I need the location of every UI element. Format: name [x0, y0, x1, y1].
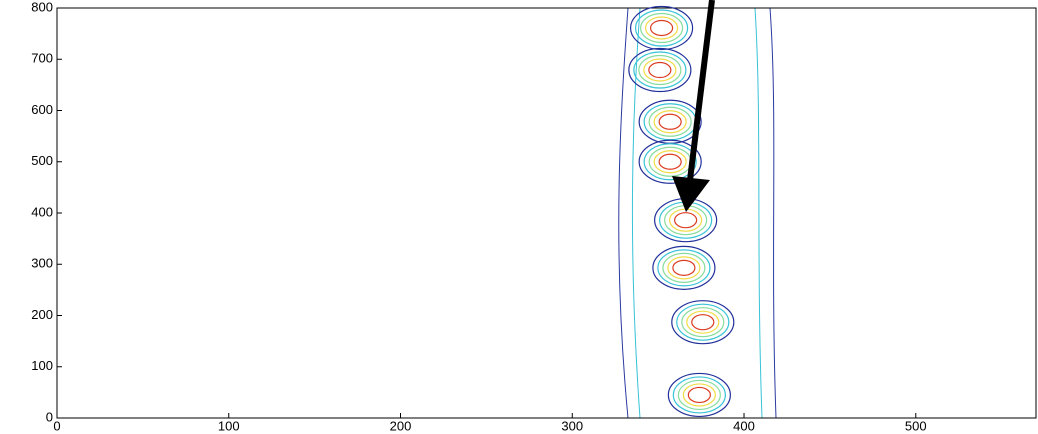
contour-level — [643, 58, 677, 82]
arrow-head — [672, 176, 710, 212]
contour-level — [629, 5, 694, 51]
ridge-outline — [754, 7, 763, 419]
contour-level — [658, 153, 682, 170]
contour-level — [653, 150, 687, 174]
contour-level — [649, 19, 674, 37]
arrow — [672, 0, 715, 212]
contour-level — [657, 249, 711, 287]
contour-level — [652, 245, 716, 290]
contour-level — [648, 146, 692, 177]
contour-level — [682, 383, 716, 407]
y-tick-label: 600 — [31, 102, 53, 117]
x-tick-label: 100 — [218, 418, 240, 433]
plot-frame — [56, 7, 1037, 419]
x-tick-label: 500 — [905, 418, 927, 433]
x-tick-label: 0 — [53, 418, 60, 433]
contour-level — [676, 303, 730, 341]
ridge-band — [618, 7, 777, 419]
contour-level — [628, 47, 692, 93]
y-tick-label: 500 — [31, 153, 53, 168]
contour-level — [638, 139, 702, 184]
contour-level — [691, 314, 715, 331]
arrow-shaft — [687, 0, 715, 181]
contour-level — [643, 143, 697, 181]
contour-level — [638, 54, 682, 86]
x-tick-label: 300 — [561, 418, 583, 433]
contour-level — [634, 9, 689, 47]
contour-level — [674, 212, 698, 229]
contour-level — [686, 310, 720, 334]
contour-level — [667, 372, 731, 418]
y-tick-label: 400 — [31, 204, 53, 219]
x-tick-label: 200 — [390, 418, 412, 433]
y-tick-label: 100 — [31, 358, 53, 373]
contour-level — [643, 103, 697, 141]
contour-level — [671, 300, 735, 345]
y-tick-label: 0 — [46, 409, 53, 424]
contour-level — [687, 386, 711, 404]
contour-level — [653, 110, 687, 134]
contour-level — [633, 51, 687, 89]
ridge-outline — [631, 7, 641, 419]
contour-level — [672, 259, 696, 276]
contour-level — [648, 61, 672, 79]
contour-level — [662, 252, 706, 283]
contour-level — [644, 16, 679, 40]
contour-level — [658, 113, 682, 130]
x-tick-label: 400 — [733, 418, 755, 433]
contour-level — [672, 376, 726, 414]
y-tick-label: 700 — [31, 51, 53, 66]
contour-level — [667, 256, 701, 280]
contour-level — [639, 12, 684, 44]
y-tick-label: 800 — [31, 0, 53, 14]
contour-level — [648, 106, 692, 137]
ridge-outline — [769, 7, 777, 419]
y-tick-label: 300 — [31, 256, 53, 271]
contour-level — [677, 379, 721, 411]
y-tick-label: 200 — [31, 307, 53, 322]
ridge-outline — [618, 7, 629, 419]
contour-level — [681, 307, 725, 338]
